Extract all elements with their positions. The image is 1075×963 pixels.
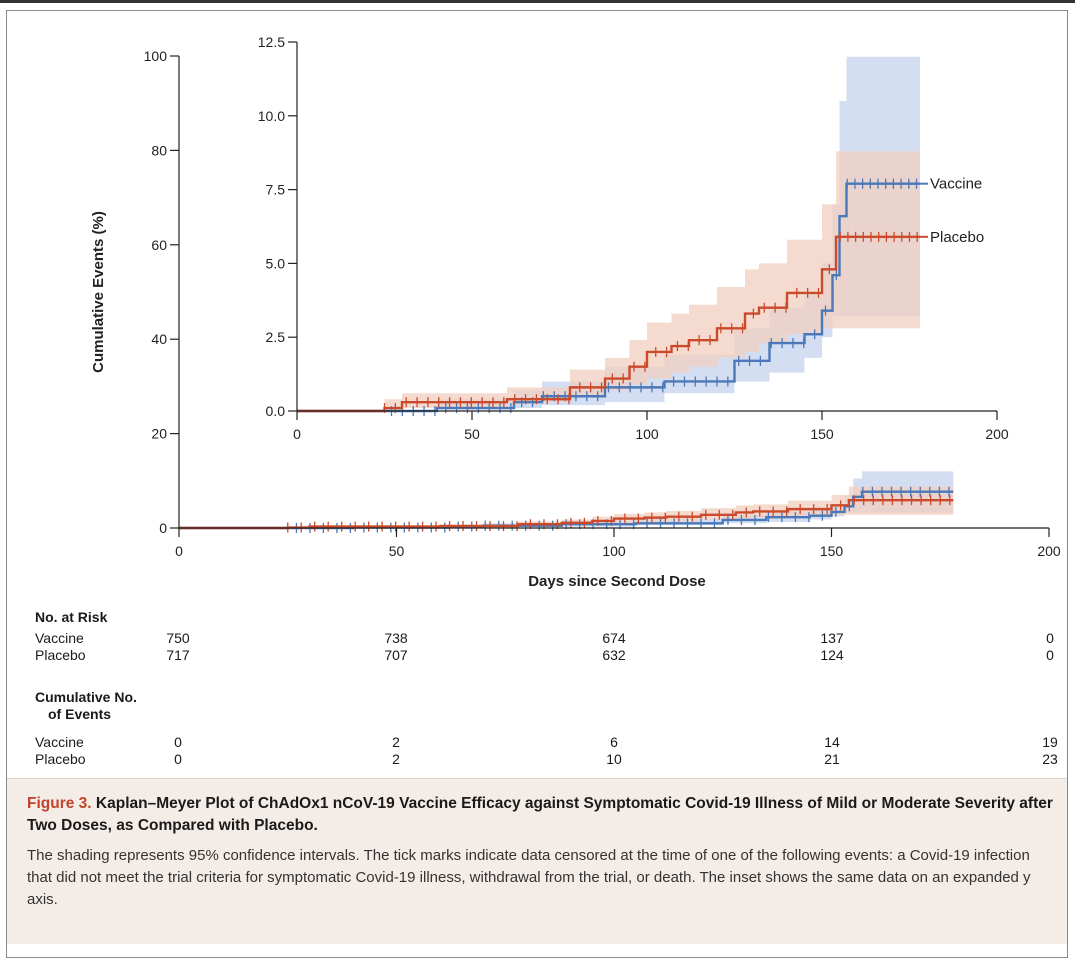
inset-x-tick-label: 0	[293, 426, 301, 442]
main-x-tick-label: 100	[602, 543, 626, 559]
at-risk-title: No. at Risk	[35, 609, 108, 625]
main-x-tick-label: 200	[1037, 543, 1061, 559]
inset-ci-band-vaccine	[297, 56, 920, 411]
at-risk-placebo-100: 632	[602, 647, 626, 663]
inset-censor-marks-vaccine	[390, 178, 918, 416]
at-risk-vaccine-200: 0	[1046, 630, 1054, 646]
events-vaccine-label: Vaccine	[35, 734, 84, 750]
main-x-tick-label: 0	[175, 543, 183, 559]
events-placebo-50: 2	[392, 751, 400, 767]
inset-x-tick-label: 100	[635, 426, 659, 442]
at-risk-placebo-50: 707	[384, 647, 408, 663]
main-y-axis-label: Cumulative Events (%)	[90, 211, 107, 373]
at-risk-placebo-0: 717	[166, 647, 190, 663]
events-vaccine-0: 0	[174, 734, 182, 750]
events-placebo-0: 0	[174, 751, 182, 767]
caption-title-text: Kaplan–Meyer Plot of ChAdOx1 nCoV-19 Vac…	[27, 795, 1053, 834]
figure-caption: Figure 3. Kaplan–Meyer Plot of ChAdOx1 n…	[7, 778, 1067, 944]
main-y-tick-label: 80	[151, 142, 167, 158]
events-vaccine-100: 6	[610, 734, 618, 750]
inset-y-tick-label: 2.5	[266, 329, 286, 345]
events-vaccine-200: 19	[1042, 734, 1058, 750]
inset-y-tick-label: 7.5	[266, 182, 286, 198]
inset-x-tick-label: 50	[464, 426, 480, 442]
events-placebo-150: 21	[824, 751, 840, 767]
inset-y-tick-label: 10.0	[258, 108, 285, 124]
inset-y-tick-label: 5.0	[266, 255, 286, 271]
events-placebo-100: 10	[606, 751, 622, 767]
at-risk-vaccine-0: 750	[166, 630, 190, 646]
events-placebo-200: 23	[1042, 751, 1058, 767]
events-placebo-label: Placebo	[35, 751, 86, 767]
inset-plot: 0.0 2.5 5.0 7.5 10.0 12.5 0 50 100 150 200 Vaccine P…	[258, 34, 1009, 442]
inset-censor-marks-placebo	[383, 231, 918, 414]
main-line-placebo	[179, 498, 954, 530]
events-vaccine-150: 14	[824, 734, 840, 750]
caption-body: The shading represents 95% confidence in…	[27, 847, 1031, 908]
inset-y-tick-label: 12.5	[258, 34, 285, 50]
main-x-tick-label: 150	[820, 543, 844, 559]
inset-line-vaccine	[297, 182, 920, 413]
inset-x-tick-label: 200	[985, 426, 1009, 442]
events-title-line1: Cumulative No.	[35, 689, 137, 705]
caption-title: Figure 3. Kaplan–Meyer Plot of ChAdOx1 n…	[27, 793, 1053, 837]
main-x-tick-label: 50	[389, 543, 405, 559]
main-y-tick-label: 40	[151, 331, 167, 347]
main-y-tick-label: 0	[159, 520, 167, 536]
events-title-line2: of Events	[48, 706, 112, 722]
at-risk-vaccine-50: 738	[384, 630, 408, 646]
km-plot: 0 20 40 60 80 100 0 50 100 150 200 Days since Secon…	[90, 34, 1061, 590]
main-y-tick-label: 60	[151, 237, 167, 253]
events-vaccine-50: 2	[392, 734, 400, 750]
main-y-tick-label: 20	[151, 426, 167, 442]
inset-x-tick-label: 150	[810, 426, 834, 442]
main-plot: 0 20 40 60 80 100 0 50 100 150 200 Days since Secon…	[90, 48, 1061, 590]
inset-y-tick-label: 0.0	[266, 403, 286, 419]
at-risk-vaccine-label: Vaccine	[35, 630, 84, 646]
main-censor-marks-placebo	[287, 495, 951, 533]
at-risk-placebo-200: 0	[1046, 647, 1054, 663]
at-risk-vaccine-150: 137	[820, 630, 844, 646]
at-risk-vaccine-100: 674	[602, 630, 626, 646]
inset-ci-band-placebo	[297, 151, 920, 411]
main-ci-band-vaccine	[179, 471, 954, 528]
inset-line-placebo	[297, 235, 920, 413]
at-risk-placebo-150: 124	[820, 647, 844, 663]
figure-label: Figure 3.	[27, 795, 92, 812]
inset-series-label-vaccine: Vaccine	[930, 176, 982, 193]
inset-series-label-placebo: Placebo	[930, 229, 984, 246]
main-x-axis-label: Days since Second Dose	[528, 573, 706, 590]
top-rule	[0, 0, 1075, 3]
main-y-tick-label: 100	[144, 48, 168, 64]
at-risk-placebo-label: Placebo	[35, 647, 86, 663]
